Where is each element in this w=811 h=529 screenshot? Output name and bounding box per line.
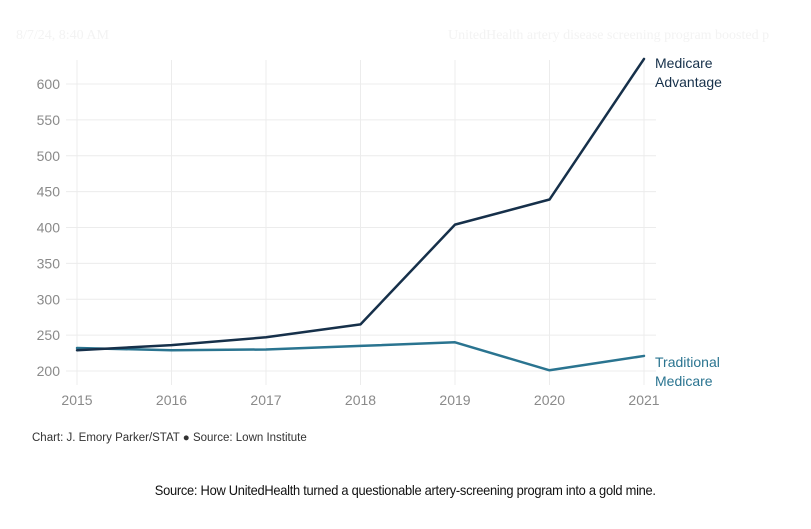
print-title: UnitedHealth artery disease screening pr… [448, 28, 770, 43]
print-header: 8/7/24, 8:40 AM UnitedHealth artery dise… [0, 28, 811, 48]
grid [66, 60, 656, 385]
y-tick-label: 250 [37, 327, 61, 343]
x-axis-ticks: 2015 2016 2017 2018 2019 2020 2021 [61, 392, 659, 408]
series-label-line: Traditional [655, 354, 720, 370]
y-axis-ticks: 200 250 300 350 400 450 500 550 600 [37, 76, 61, 379]
y-tick-label: 600 [37, 76, 61, 92]
y-tick-label: 400 [37, 220, 61, 236]
series-label-traditional-medicare: Traditional Medicare [655, 354, 720, 389]
y-tick-label: 500 [37, 148, 61, 164]
series-label-line: Advantage [655, 74, 722, 90]
chart-credit: Chart: J. Emory Parker/STAT ● Source: Lo… [32, 432, 307, 444]
y-tick-label: 550 [37, 112, 61, 128]
x-tick-label: 2017 [250, 392, 281, 408]
x-tick-label: 2021 [628, 392, 659, 408]
x-tick-label: 2019 [439, 392, 470, 408]
x-tick-label: 2018 [345, 392, 376, 408]
x-tick-label: 2016 [156, 392, 187, 408]
line-chart: 200 250 300 350 400 450 500 550 600 2015 2016 2017… [37, 55, 723, 408]
x-tick-label: 2020 [534, 392, 565, 408]
series-label-line: Medicare [655, 373, 713, 389]
source-caption: Source: How UnitedHealth turned a questi… [0, 482, 811, 498]
y-tick-label: 350 [37, 255, 61, 271]
series-label-line: Medicare [655, 55, 713, 71]
print-date: 8/7/24, 8:40 AM [16, 28, 109, 43]
series-labels: Medicare Advantage Traditional Medicare [655, 55, 722, 389]
y-tick-label: 450 [37, 184, 61, 200]
series-lines [75, 57, 646, 372]
y-tick-label: 300 [37, 291, 61, 307]
x-tick-label: 2015 [61, 392, 92, 408]
series-label-medicare-advantage: Medicare Advantage [655, 55, 722, 90]
source-caption-text: Source: How UnitedHealth turned a questi… [155, 482, 656, 498]
y-tick-label: 200 [37, 363, 61, 379]
